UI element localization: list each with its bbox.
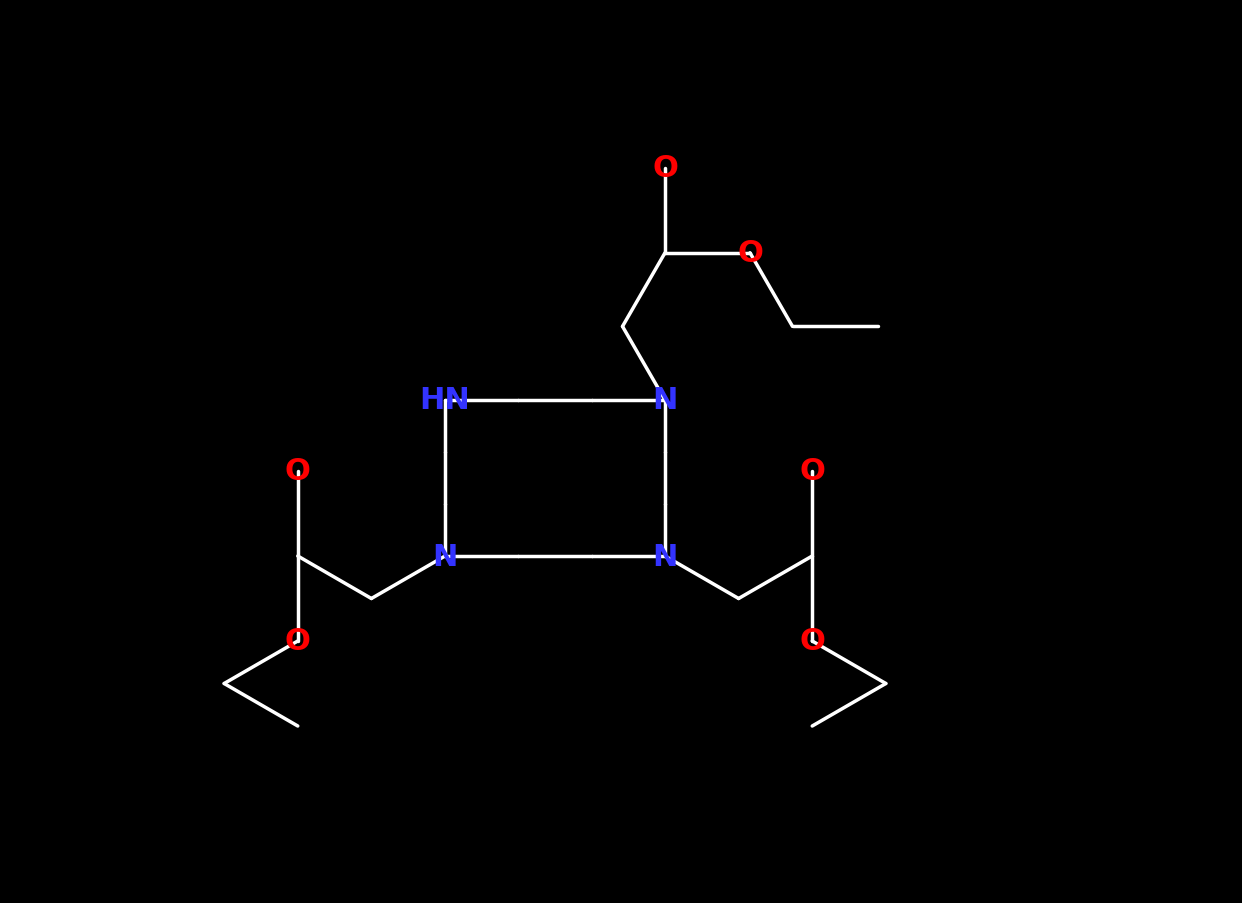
Text: O: O xyxy=(737,239,763,268)
Text: O: O xyxy=(284,627,310,656)
Text: N: N xyxy=(652,542,678,571)
Text: HN: HN xyxy=(420,386,471,415)
Text: O: O xyxy=(800,627,825,656)
Text: N: N xyxy=(432,542,458,571)
Text: N: N xyxy=(652,386,678,415)
Text: O: O xyxy=(284,457,310,486)
Text: O: O xyxy=(800,457,825,486)
Text: O: O xyxy=(652,154,678,183)
